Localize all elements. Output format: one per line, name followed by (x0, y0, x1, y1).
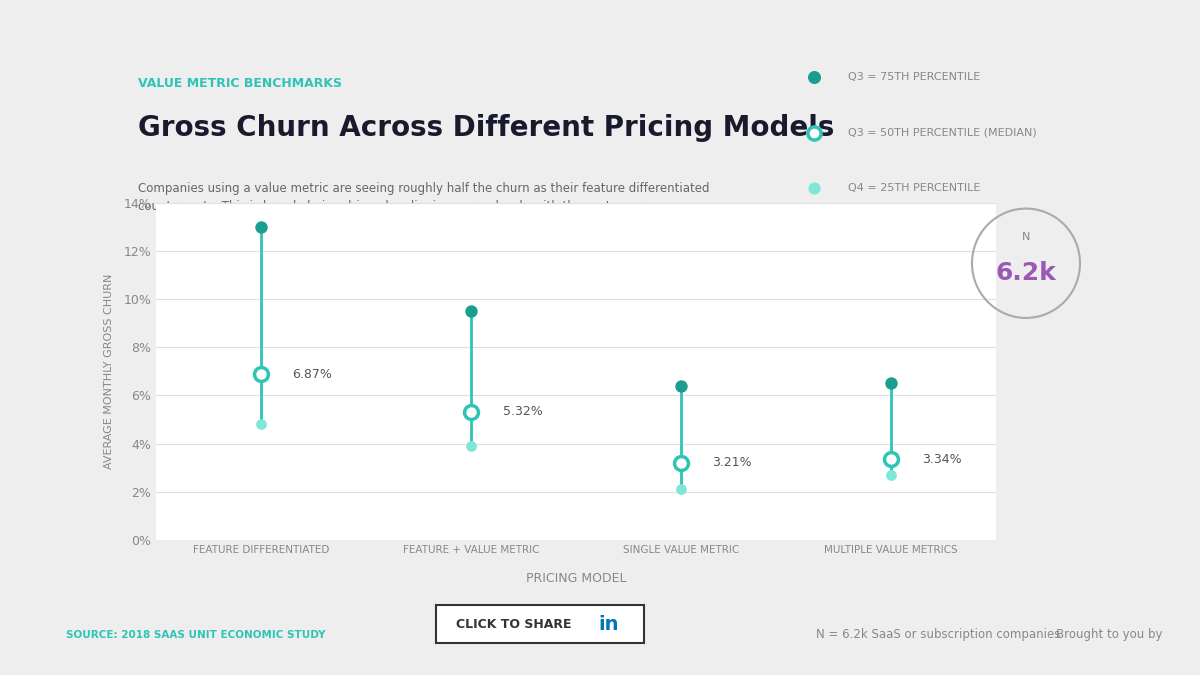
Point (881, 378, 900, 389)
Text: Gross Churn Across Different Pricing Models: Gross Churn Across Different Pricing Mod… (138, 114, 834, 142)
Point (805, 183, 824, 194)
Point (881, 470, 900, 481)
Point (672, 380, 691, 391)
Text: 3.34%: 3.34% (923, 453, 962, 466)
Text: 6.87%: 6.87% (293, 368, 332, 381)
Point (252, 419, 271, 430)
Text: in: in (599, 615, 619, 634)
FancyBboxPatch shape (437, 605, 643, 643)
Point (461, 441, 480, 452)
Text: 6.2k: 6.2k (996, 261, 1056, 285)
Text: 3.21%: 3.21% (713, 456, 752, 469)
Text: N: N (1022, 232, 1030, 242)
Point (461, 306, 480, 317)
X-axis label: PRICING MODEL: PRICING MODEL (526, 572, 626, 585)
Point (461, 406, 480, 417)
Y-axis label: AVERAGE MONTHLY GROSS CHURN: AVERAGE MONTHLY GROSS CHURN (104, 273, 114, 469)
Text: N = 6.2k SaaS or subscription companies: N = 6.2k SaaS or subscription companies (816, 628, 1061, 641)
Point (805, 127, 824, 138)
Text: Q3 = 75TH PERCENTILE: Q3 = 75TH PERCENTILE (848, 72, 980, 82)
Text: SOURCE: 2018 SAAS UNIT ECONOMIC STUDY: SOURCE: 2018 SAAS UNIT ECONOMIC STUDY (66, 630, 325, 640)
Point (252, 221, 271, 232)
Point (672, 484, 691, 495)
Point (672, 457, 691, 468)
Text: Q3 = 50TH PERCENTILE (MEDIAN): Q3 = 50TH PERCENTILE (MEDIAN) (848, 128, 1037, 138)
Text: CLICK TO SHARE: CLICK TO SHARE (456, 618, 572, 631)
Point (805, 72, 824, 82)
Text: Q4 = 25TH PERCENTILE: Q4 = 25TH PERCENTILE (848, 184, 980, 194)
Point (881, 454, 900, 465)
Text: 5.32%: 5.32% (503, 405, 542, 418)
Point (252, 369, 271, 380)
Text: Companies using a value metric are seeing roughly half the churn as their featur: Companies using a value metric are seein… (138, 182, 709, 213)
Text: Brought to you by: Brought to you by (1056, 628, 1163, 641)
Text: VALUE METRIC BENCHMARKS: VALUE METRIC BENCHMARKS (138, 77, 342, 90)
